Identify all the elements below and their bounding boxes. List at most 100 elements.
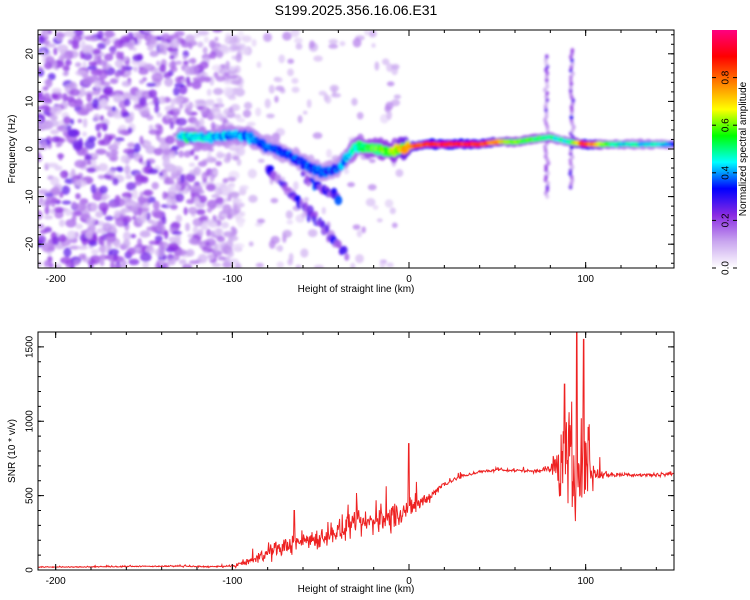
x-tick-label: -100 [222, 274, 242, 285]
spectrogram-cell [190, 184, 203, 193]
spectrogram-cell [195, 209, 206, 216]
spectrogram-cell [91, 48, 102, 55]
spectrogram-cell [99, 115, 105, 121]
spectrogram-cell [670, 142, 674, 147]
spectrogram-cell [251, 38, 257, 47]
colorbar-label: Normalized spectral amplitude [738, 81, 749, 216]
spectrogram-cell [93, 79, 102, 90]
spectrogram-cell [178, 150, 184, 158]
spectrogram-cell [151, 72, 164, 83]
spectrogram-cell [385, 101, 394, 111]
spectrogram-cell [100, 37, 107, 42]
spectrogram-cell [97, 131, 102, 139]
spectrogram-cell [275, 85, 285, 92]
spectrogram-cell [76, 109, 89, 116]
y-tick-label: 1000 [25, 410, 36, 433]
spectrogram-cell [108, 153, 119, 162]
spectrogram-cell [206, 183, 216, 192]
spectrogram-cell [170, 204, 178, 210]
spectrogram-cell [102, 88, 112, 94]
spectrogram-cell [232, 243, 242, 252]
spectrogram-cell [43, 215, 54, 220]
spectrogram-cell [62, 71, 69, 77]
spectrogram-cell [194, 155, 199, 161]
spectrogram-cell [228, 106, 233, 114]
spectrogram-cell [74, 159, 87, 169]
spectrogram-cell [79, 86, 86, 97]
spectrogram-cell [139, 252, 152, 262]
spectrogram-cell [183, 103, 194, 108]
spectrogram-cell [134, 180, 143, 186]
spectrogram-cell [147, 44, 154, 51]
spectrogram-cell [97, 245, 110, 254]
spectrogram-cell [371, 43, 376, 48]
spectrogram-cell [544, 54, 549, 60]
spectrogram-cell [216, 236, 225, 243]
spectrogram-cell [58, 234, 67, 243]
spectrogram-cell [116, 167, 124, 173]
spectrogram-cell [49, 208, 56, 215]
spectrogram-cell [82, 118, 88, 128]
spectrogram-cell [43, 40, 51, 45]
spectrogram-cell [136, 215, 147, 224]
spectrogram-cell [241, 35, 252, 43]
spectrogram-cell [146, 160, 151, 168]
spectrogram-cell [113, 209, 121, 218]
spectrogram-cell [313, 264, 324, 268]
spectrogram-cell [45, 78, 53, 88]
spectrogram-cell [344, 253, 350, 261]
x-tick-label: -100 [222, 576, 242, 587]
spectrogram-cell [379, 260, 386, 268]
spectrogram-cell [213, 71, 219, 79]
spectrogram-cell [234, 262, 242, 268]
spectrogram-cell [114, 240, 121, 249]
spectrogram-cell [185, 222, 190, 232]
spectrogram-cell [44, 106, 51, 112]
spectrogram-cell [197, 41, 204, 48]
y-tick-label: 20 [25, 48, 36, 60]
spectrogram-cell [123, 148, 135, 155]
spectrogram-cell [70, 168, 76, 176]
spectrogram-cell [121, 111, 131, 118]
spectrogram-cell [293, 181, 299, 191]
spectrogram-cell [38, 152, 42, 162]
colorbar-tick-label: 0.2 [721, 213, 732, 227]
spectrogram-cell [64, 59, 72, 66]
spectrogram-cell [188, 237, 198, 245]
spectrogram-cell [38, 223, 45, 229]
spectrogram-cell [110, 261, 115, 268]
spectrogram-cell [92, 98, 99, 109]
spectrogram-x-label: Height of straight line (km) [298, 284, 415, 295]
spectrogram-cell [185, 76, 191, 84]
spectrogram-cell [170, 98, 175, 108]
spectrogram-cell [236, 146, 246, 157]
spectrogram-cell [88, 240, 98, 247]
spectrogram-cell [158, 96, 167, 105]
spectrogram-cell [105, 151, 111, 158]
snr-background [38, 332, 674, 570]
spectrogram-cell [313, 55, 323, 62]
spectrogram-cell [152, 96, 158, 105]
spectrogram-cell [202, 46, 208, 55]
spectrogram-cell [69, 88, 81, 97]
spectrogram-cell [71, 39, 79, 49]
spectrogram-cell [124, 98, 131, 107]
spectrogram-cell [154, 235, 163, 242]
spectrogram-cell [52, 236, 60, 246]
spectrogram-cell [306, 99, 312, 109]
spectrogram-cell [81, 210, 91, 220]
spectrogram-cell [142, 190, 153, 197]
spectrogram-cell [42, 86, 49, 92]
spectrogram-cell [183, 60, 189, 65]
spectrogram-cell [342, 246, 348, 254]
spectrogram-cell [143, 63, 154, 69]
spectrogram-cell [206, 228, 211, 237]
spectrogram-cell [175, 192, 185, 203]
spectrogram-cell [159, 259, 164, 267]
spectrogram-cell [216, 50, 224, 59]
spectrogram-cell [368, 158, 376, 163]
spectrogram-cell [56, 32, 66, 38]
spectrogram-cell [295, 264, 302, 268]
spectrogram-cell [73, 30, 84, 37]
x-tick-label: 100 [577, 576, 594, 587]
